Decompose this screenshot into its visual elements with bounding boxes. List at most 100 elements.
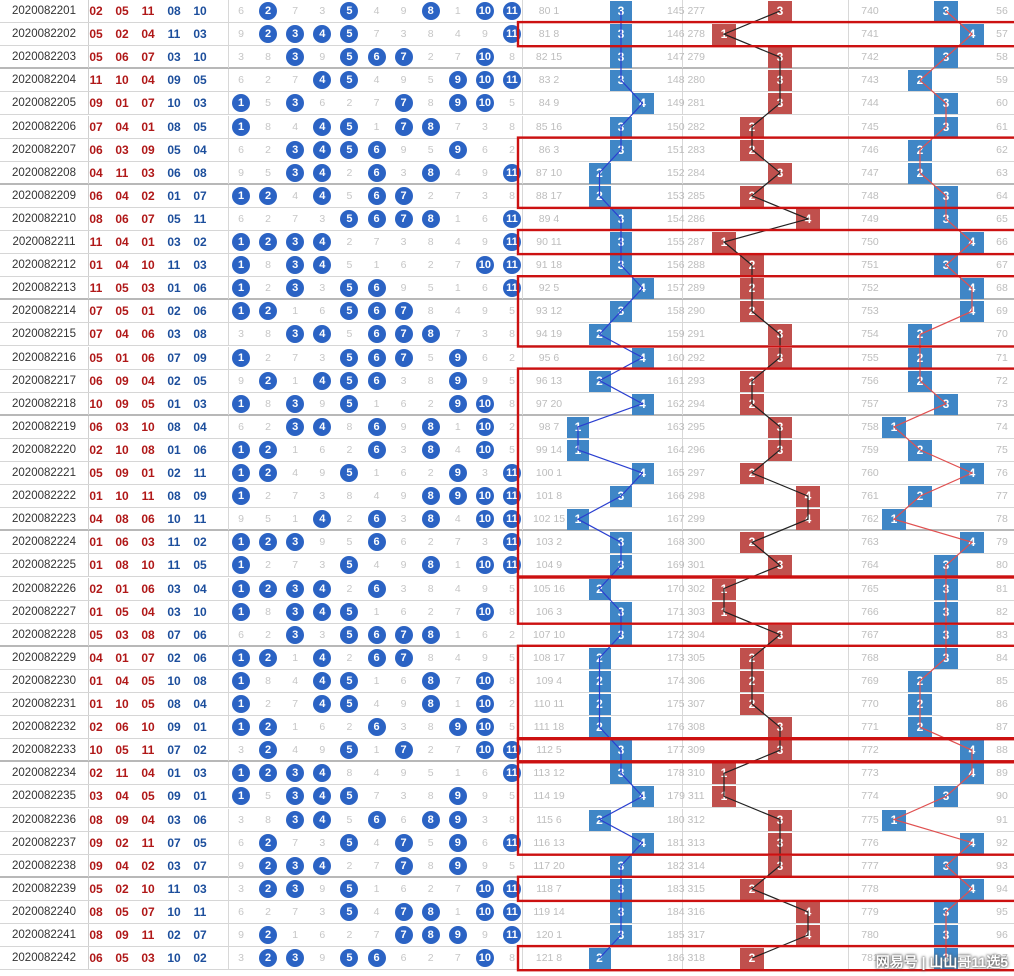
miss-count: 6 xyxy=(481,282,488,295)
draw-number: 05 xyxy=(89,627,103,642)
draw-number: 11 xyxy=(115,766,129,781)
hit-ball: 11 xyxy=(503,879,521,898)
draw-number: 06 xyxy=(167,165,181,180)
miss-count: 2 xyxy=(265,698,272,710)
miss-count: 2 xyxy=(427,397,434,410)
hit-ball: 3 xyxy=(286,533,305,552)
miss-count: 8 xyxy=(346,767,353,780)
row-count: 71 xyxy=(996,351,1008,364)
miss-count: 7 xyxy=(292,5,299,17)
draw-number: 01 xyxy=(115,581,129,596)
zone-b-marker: 3 xyxy=(768,1,792,22)
zone-a-marker: 2 xyxy=(588,809,611,831)
miss-count: 3 xyxy=(400,721,407,734)
draw-number: 06 xyxy=(89,373,103,388)
miss-count: 9 xyxy=(238,859,244,872)
hit-ball: 10 xyxy=(475,671,494,690)
hit-ball: 3 xyxy=(286,602,305,621)
draw-number: 10 xyxy=(141,720,155,735)
miss-count: 7 xyxy=(373,28,380,41)
miss-count: 7 xyxy=(292,351,299,364)
draw-number: 02 xyxy=(89,766,103,781)
row-count: 85 xyxy=(996,674,1008,687)
miss-count: 9 xyxy=(400,490,407,503)
hit-ball: 3 xyxy=(286,48,305,67)
hit-ball: 11 xyxy=(503,556,521,575)
draw-number: 11 xyxy=(141,835,155,850)
miss-count: 8 xyxy=(509,189,515,202)
hit-ball: 1 xyxy=(232,487,250,506)
draw-number: 05 xyxy=(193,73,207,88)
draw-number: 07 xyxy=(89,119,103,134)
draw-number: 01 xyxy=(115,650,129,665)
miss-count: 3 xyxy=(319,5,326,17)
zone-c-stats: 741 xyxy=(861,28,879,41)
miss-count: 4 xyxy=(373,836,380,849)
zone-c-marker: 2 xyxy=(908,486,932,508)
hit-ball: 5 xyxy=(340,371,359,390)
zone-b-stats: 154 286 xyxy=(667,212,705,225)
issue-number: 2020082213 xyxy=(0,277,89,300)
draw-number: 02 xyxy=(167,928,181,942)
hit-ball: 8 xyxy=(421,556,440,575)
hit-ball: 2 xyxy=(259,302,278,321)
zone-b-marker: 2 xyxy=(740,393,764,415)
draw-number: 05 xyxy=(167,142,181,157)
miss-count: 3 xyxy=(238,51,244,64)
miss-count: 5 xyxy=(509,859,515,872)
draw-number: 05 xyxy=(115,4,129,18)
row-count: 72 xyxy=(996,374,1008,387)
draw-number: 02 xyxy=(167,650,181,665)
zone-b-stats: 177 309 xyxy=(667,744,705,757)
draw-number: 09 xyxy=(89,858,103,873)
draw-number: 08 xyxy=(167,489,181,504)
zone-b-marker: 2 xyxy=(740,278,764,300)
miss-count: 5 xyxy=(427,143,434,156)
draw-number: 11 xyxy=(193,904,207,919)
miss-count: 5 xyxy=(509,721,515,734)
miss-count: 6 xyxy=(400,259,407,272)
row-count: 79 xyxy=(996,536,1008,549)
hit-ball: 4 xyxy=(313,787,332,806)
miss-count: 2 xyxy=(509,698,515,710)
draw-number: 07 xyxy=(141,96,155,111)
hit-ball: 9 xyxy=(448,718,467,737)
draw-number: 01 xyxy=(89,558,103,573)
zone-a-marker: 3 xyxy=(610,486,632,508)
draw-number: 05 xyxy=(193,119,207,134)
zone-a-stats: 88 17 xyxy=(535,189,563,202)
miss-count: 1 xyxy=(292,305,299,318)
draw-number: 07 xyxy=(141,650,155,665)
hit-ball: 2 xyxy=(259,856,278,875)
zone-a-marker: 4 xyxy=(631,278,654,300)
hit-ball: 9 xyxy=(448,140,467,159)
hit-ball: 8 xyxy=(421,2,440,20)
draw-number: 06 xyxy=(193,627,207,642)
miss-count: 8 xyxy=(427,97,434,110)
zone-a-marker: 3 xyxy=(610,878,632,900)
miss-count: 3 xyxy=(319,628,326,641)
draw-number: 08 xyxy=(115,558,129,573)
table-row: 2020082227 01 05 04 03 10 1 8 3 4 5 1 6 2 7 10 8 106 3 3 17… xyxy=(0,600,1014,624)
zone-c-marker: 4 xyxy=(960,24,984,46)
hit-ball: 5 xyxy=(340,140,359,159)
zone-c-stats: 764 xyxy=(861,559,879,572)
miss-count: 2 xyxy=(265,351,272,364)
issue-number: 2020082219 xyxy=(0,415,89,438)
draw-number: 03 xyxy=(141,165,155,180)
draw-number: 11 xyxy=(89,73,103,88)
hit-ball: 7 xyxy=(394,117,413,136)
issue-number: 2020082225 xyxy=(0,554,89,577)
draw-number: 03 xyxy=(167,812,181,827)
hit-ball: 4 xyxy=(313,579,332,598)
draw-number: 01 xyxy=(193,789,207,804)
miss-count: 9 xyxy=(400,143,407,156)
miss-count: 3 xyxy=(319,212,326,225)
draw-number: 11 xyxy=(167,258,181,273)
zone-b-marker: 3 xyxy=(768,832,792,854)
zone-a-stats: 81 8 xyxy=(538,28,560,41)
zone-b-marker: 3 xyxy=(768,324,792,346)
zone-b-marker: 1 xyxy=(712,578,736,600)
hit-ball: 8 xyxy=(421,625,440,644)
table-row: 2020082209 06 04 02 01 07 1 2 4 4 5 6 7 2 7 3 8 88 17 2 153… xyxy=(0,184,1014,208)
